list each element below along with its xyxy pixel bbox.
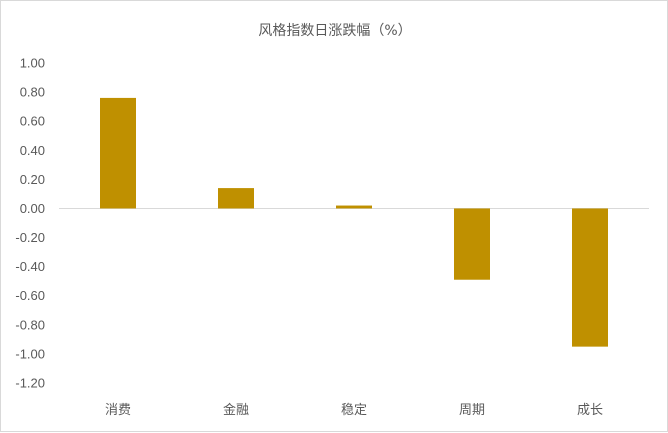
chart-title: 风格指数日涨跌幅（%） — [258, 23, 411, 39]
y-tick-label: 0.00 — [20, 201, 45, 216]
bar-5 — [572, 208, 608, 347]
x-category-label: 稳定 — [341, 402, 367, 418]
y-tick-label: 0.40 — [20, 143, 45, 158]
y-tick-label: -0.40 — [15, 259, 45, 274]
x-category-label: 金融 — [223, 402, 249, 418]
bar-4 — [454, 208, 490, 280]
y-tick-label: -1.20 — [15, 376, 45, 391]
y-tick-label: -0.20 — [15, 230, 45, 245]
x-category-label: 周期 — [459, 403, 485, 418]
y-tick-label: 1.00 — [20, 56, 45, 71]
bars-group — [100, 97, 608, 347]
y-axis-ticks: 1.00 0.80 0.60 0.40 0.20 0.00 -0.20 -0.40 -0.60 -… — [15, 56, 45, 391]
x-category-label: 成长 — [577, 403, 603, 418]
y-tick-label: -0.80 — [15, 317, 45, 332]
y-tick-label: -0.60 — [15, 288, 45, 303]
y-tick-label: 0.20 — [20, 172, 45, 187]
x-category-label: 消费 — [105, 403, 131, 418]
y-tick-label: -1.00 — [15, 346, 45, 361]
bar-2 — [218, 188, 254, 209]
bar-1 — [100, 97, 136, 209]
y-tick-label: 0.80 — [20, 85, 45, 100]
bar-3 — [336, 205, 372, 209]
y-tick-label: 0.60 — [20, 114, 45, 129]
x-axis-labels: 消费 金融 稳定 周期 成长 — [105, 402, 603, 418]
